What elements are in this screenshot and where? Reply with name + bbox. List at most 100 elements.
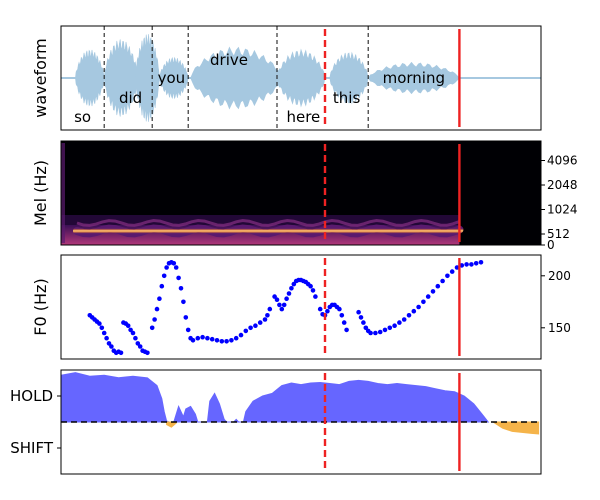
mel-frame [60, 140, 542, 246]
f0-point [152, 317, 157, 322]
f0-point [183, 315, 189, 320]
waveform-frame [60, 25, 542, 131]
f0-point [421, 299, 426, 305]
mel-ytick-label: 2048 [547, 178, 578, 192]
f0-point [281, 302, 287, 308]
f0-point [118, 350, 124, 356]
f0-point [406, 313, 412, 318]
f0-point [135, 341, 141, 346]
f0-point [416, 304, 421, 310]
f0-point [101, 330, 107, 336]
f0-plot-area [87, 258, 484, 356]
f0-point [253, 323, 258, 329]
f0-point [185, 327, 191, 333]
f0-point [104, 335, 109, 341]
f0-point [341, 320, 347, 325]
f0-point [200, 334, 205, 340]
f0-ytick-label: 150 [548, 321, 571, 335]
f0-point [469, 262, 474, 267]
f0-point [130, 330, 136, 336]
f0-point [284, 296, 289, 302]
f0-point [224, 339, 229, 344]
f0-point [195, 335, 201, 341]
f0-point [262, 317, 268, 322]
word-label: did [119, 89, 142, 107]
f0-point [267, 306, 273, 312]
f0-point [291, 281, 297, 287]
f0-point [445, 273, 450, 279]
f0-point [133, 335, 138, 341]
mel-ytick-label: 512 [547, 227, 570, 241]
f0-point [233, 335, 239, 341]
f0-point [361, 320, 366, 325]
mel-mid-band [61, 215, 460, 225]
mel-plot-area [61, 141, 541, 245]
turn-ytick-label: HOLD [10, 387, 53, 405]
mel-ytick-label: 0 [547, 238, 555, 252]
f0-point [99, 325, 105, 331]
f0-point [454, 265, 460, 270]
mel-ytick-label: 4096 [547, 154, 578, 168]
word-label: so [74, 108, 91, 126]
f0-point [430, 289, 436, 294]
f0-point [373, 330, 378, 336]
f0-point [289, 286, 294, 291]
f0-point [109, 344, 114, 349]
f0-point [325, 308, 330, 314]
f0-point [149, 325, 155, 331]
f0-point [401, 317, 407, 322]
f0-point [337, 306, 342, 312]
f0-point [128, 327, 133, 333]
f0-point [286, 291, 292, 296]
f0-point [97, 321, 102, 326]
turn-panel: HOLD SHIFT [10, 369, 542, 475]
f0-point [274, 297, 280, 303]
f0-point [387, 325, 393, 331]
f0-point [173, 265, 179, 270]
f0-point [425, 294, 431, 299]
f0-point [363, 325, 369, 331]
f0-point [171, 261, 177, 266]
waveform-segment [75, 49, 105, 107]
turn-plot-area [61, 372, 541, 471]
waveform-segment [135, 34, 160, 122]
f0-point [154, 306, 160, 312]
f0-point [157, 296, 162, 302]
f0-point [205, 335, 210, 341]
f0-point [313, 294, 318, 299]
mel-upper-harmonic [76, 218, 460, 227]
f0-point [181, 299, 186, 305]
mel-harmonic-band [73, 224, 464, 238]
word-label: this [333, 89, 361, 107]
word-label: you [158, 69, 186, 87]
f0-point [176, 275, 181, 281]
word-label: drive [210, 51, 248, 69]
f0-point [248, 325, 253, 331]
f0-point [164, 265, 169, 270]
f0-point [368, 330, 373, 336]
f0-point [478, 260, 484, 265]
f0-ytick-label: 200 [548, 269, 571, 283]
f0-point [392, 323, 397, 329]
f0-point [238, 332, 244, 338]
shift-probability-area [491, 421, 540, 435]
f0-point [411, 308, 417, 314]
f0-point [145, 350, 150, 356]
f0-point [279, 306, 285, 312]
f0-point [265, 313, 270, 318]
f0-point [214, 338, 220, 343]
turn-frame [60, 369, 542, 475]
f0-point [356, 309, 361, 315]
word-label: morning [383, 69, 445, 87]
f0-point [257, 320, 263, 325]
f0-point [317, 306, 323, 312]
f0-point [473, 261, 479, 266]
waveform-ylabel: waveform [31, 38, 50, 118]
f0-point [377, 329, 383, 335]
f0-point [159, 283, 165, 289]
f0-point [459, 263, 465, 268]
f0-panel: 150 200 F0 (Hz) [31, 254, 571, 360]
